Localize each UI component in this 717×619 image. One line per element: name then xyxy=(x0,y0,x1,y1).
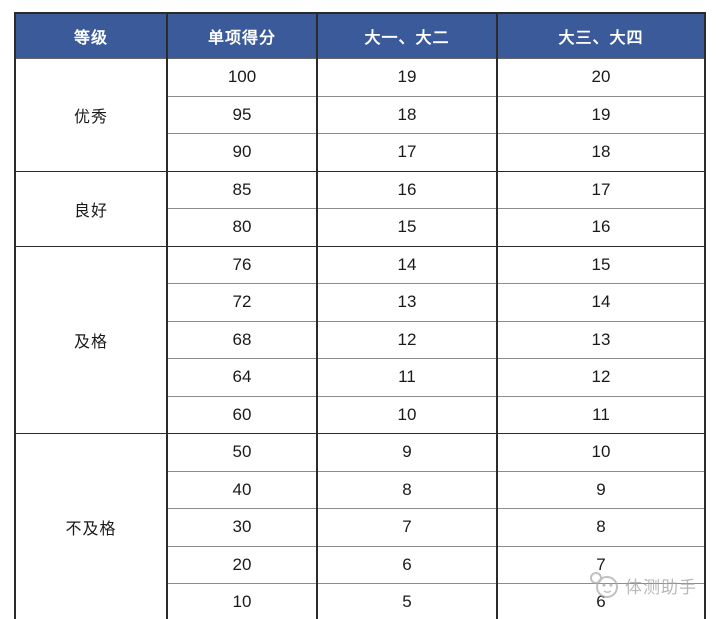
junior-senior-cell: 6 xyxy=(496,583,706,619)
freshman-sophomore-cell: 18 xyxy=(316,95,498,134)
freshman-sophomore-cell: 9 xyxy=(316,433,498,471)
freshman-sophomore-cell: 10 xyxy=(316,395,498,434)
junior-senior-cell: 13 xyxy=(496,320,706,359)
junior-senior-cell: 16 xyxy=(496,208,706,246)
score-cell: 85 xyxy=(166,170,318,209)
table-row: 不及格 50 9 10 xyxy=(14,433,706,619)
grade-cell: 不及格 xyxy=(14,433,168,619)
score-cell: 76 xyxy=(166,245,318,284)
freshman-sophomore-cell: 16 xyxy=(316,170,498,209)
freshman-sophomore-cell: 14 xyxy=(316,245,498,284)
table-row: 68 12 13 xyxy=(15,320,706,359)
score-cell: 68 xyxy=(166,320,318,359)
freshman-sophomore-cell: 5 xyxy=(316,583,498,619)
score-cell: 30 xyxy=(166,508,318,546)
score-cell: 40 xyxy=(166,470,318,509)
score-cell: 80 xyxy=(166,208,318,246)
grade-cell: 良好 xyxy=(14,170,168,246)
freshman-sophomore-cell: 17 xyxy=(316,133,498,171)
table-row: 30 7 8 xyxy=(15,508,706,546)
score-cell: 95 xyxy=(166,95,318,134)
score-cell: 90 xyxy=(166,133,318,171)
junior-senior-cell: 12 xyxy=(496,358,706,396)
junior-senior-cell: 19 xyxy=(496,95,706,134)
junior-senior-cell: 18 xyxy=(496,133,706,171)
junior-senior-cell: 20 xyxy=(496,58,706,96)
score-table: 等级 单项得分 大一、大二 大三、大四 优秀 100 19 20 95 18 19 90 17 1… xyxy=(14,12,706,619)
junior-senior-cell: 15 xyxy=(496,245,706,284)
table-row: 60 10 11 xyxy=(15,395,706,434)
freshman-sophomore-cell: 15 xyxy=(316,208,498,246)
score-cell: 20 xyxy=(166,545,318,584)
freshman-sophomore-cell: 8 xyxy=(316,470,498,509)
grade-cell: 及格 xyxy=(14,245,168,434)
table-row: 优秀 100 19 20 xyxy=(14,58,706,171)
junior-senior-cell: 9 xyxy=(496,470,706,509)
table-row: 90 17 18 xyxy=(15,133,706,171)
freshman-sophomore-cell: 13 xyxy=(316,283,498,321)
table-row: 良好 85 16 17 xyxy=(14,170,706,246)
junior-senior-cell: 14 xyxy=(496,283,706,321)
junior-senior-cell: 8 xyxy=(496,508,706,546)
table-row: 40 8 9 xyxy=(15,470,706,509)
junior-senior-cell: 10 xyxy=(496,433,706,471)
header-row: 等级 单项得分 大一、大二 大三、大四 xyxy=(14,13,706,59)
table-row: 及格 76 14 15 xyxy=(14,245,706,434)
header-grade: 等级 xyxy=(14,13,168,59)
score-cell: 10 xyxy=(166,583,318,619)
grade-cell: 优秀 xyxy=(14,58,168,171)
table-row: 80 15 16 xyxy=(15,208,706,246)
junior-senior-cell: 17 xyxy=(496,170,706,209)
junior-senior-cell: 7 xyxy=(496,545,706,584)
table-row: 95 18 19 xyxy=(15,95,706,134)
table-row: 72 13 14 xyxy=(15,283,706,321)
header-score: 单项得分 xyxy=(166,13,318,59)
header-junior-senior: 大三、大四 xyxy=(496,13,706,59)
freshman-sophomore-cell: 6 xyxy=(316,545,498,584)
junior-senior-cell: 11 xyxy=(496,395,706,434)
score-cell: 50 xyxy=(166,433,318,471)
table-row: 20 6 7 xyxy=(15,545,706,584)
freshman-sophomore-cell: 7 xyxy=(316,508,498,546)
table-body: 优秀 100 19 20 95 18 19 90 17 18 良好 85 16 17 80 15 16 及格 76 1… xyxy=(14,58,706,619)
freshman-sophomore-cell: 11 xyxy=(316,358,498,396)
freshman-sophomore-cell: 19 xyxy=(316,58,498,96)
score-cell: 100 xyxy=(166,58,318,96)
score-cell: 64 xyxy=(166,358,318,396)
table-row: 64 11 12 xyxy=(15,358,706,396)
score-cell: 60 xyxy=(166,395,318,434)
freshman-sophomore-cell: 12 xyxy=(316,320,498,359)
score-cell: 72 xyxy=(166,283,318,321)
header-freshman-sophomore: 大一、大二 xyxy=(316,13,498,59)
